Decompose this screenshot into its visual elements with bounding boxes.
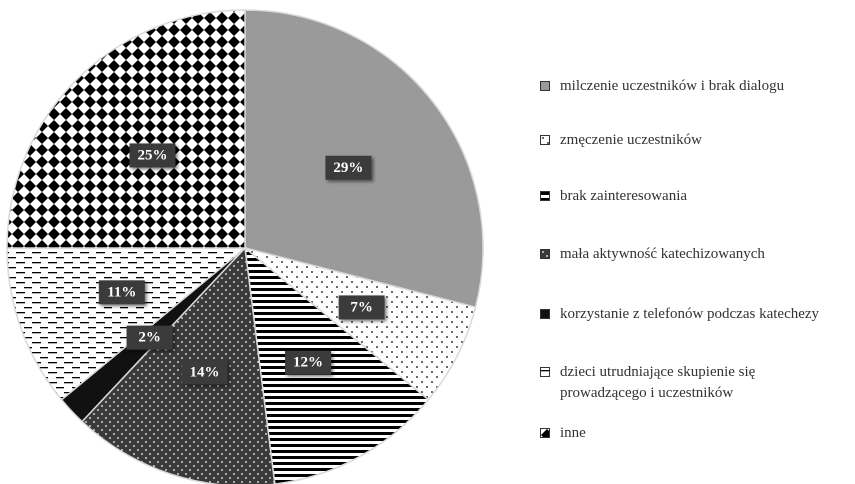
data-label: 12% [293,355,323,371]
legend-item: zmęczenie uczestników [540,130,840,151]
legend-item: brak zainteresowania [540,186,840,207]
data-label-box [325,155,372,180]
legend-swatch [540,428,550,438]
legend-item: mała aktywność katechizowanych [540,244,840,265]
pie-slice [244,247,477,401]
legend-item: milczenie uczestników i brak dialogu [540,76,840,97]
data-label-box [285,350,332,375]
data-label: 2% [138,330,161,346]
data-label-box [181,360,228,385]
legend-label: dzieci utrudniające skupienie się prowad… [560,364,756,401]
legend-label: inne [560,425,586,441]
legend-label: zmęczenie uczestników [560,132,703,148]
legend-swatch [540,367,550,377]
legend-swatch [540,309,550,319]
legend-item: dzieci utrudniające skupienie się prowad… [540,362,840,404]
pie-area: 29% 7% 12% 14% 2% 11% 25% [6,9,484,484]
data-label: 25% [137,147,167,163]
legend-item: korzystanie z telefonów podczas katechez… [540,304,840,325]
legend-label: brak zainteresowania [560,188,688,204]
data-label: 7% [350,299,373,315]
legend-swatch [540,249,550,259]
legend-item: inne [540,423,840,444]
data-label-box [98,280,145,305]
data-label-box [126,325,173,350]
data-label-box [129,143,176,168]
legend-swatch [540,81,550,91]
legend-label: milczenie uczestników i brak dialogu [560,78,785,94]
legend-swatch [540,135,550,145]
pie-slice [244,246,430,484]
legend-swatch [540,191,550,201]
data-label: 11% [107,284,136,300]
data-label-box [338,295,385,320]
legend-label: korzystanie z telefonów podczas katechez… [560,306,820,322]
pie-slice [6,247,248,401]
pie-slice [6,9,246,249]
data-label: 29% [333,160,363,176]
data-label: 14% [190,364,220,380]
pie-slice [81,246,276,484]
legend-label: mała aktywność katechizowanych [560,246,765,262]
